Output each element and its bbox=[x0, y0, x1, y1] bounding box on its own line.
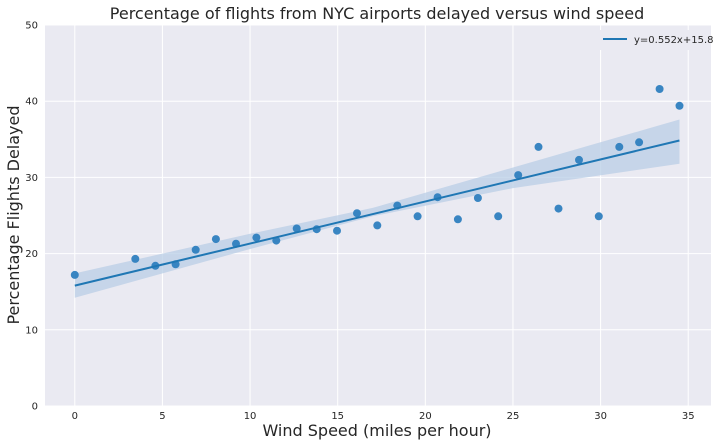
legend-label: y=0.552x+15.8 bbox=[634, 35, 714, 46]
data-point bbox=[594, 212, 603, 221]
data-point bbox=[453, 215, 462, 224]
y-tick-label: 50 bbox=[25, 21, 38, 32]
confidence-band bbox=[74, 119, 680, 298]
data-point bbox=[554, 204, 563, 213]
data-point bbox=[615, 142, 624, 151]
data-point bbox=[473, 194, 482, 202]
y-tick-label: 30 bbox=[25, 173, 38, 184]
x-tick-label: 30 bbox=[594, 411, 607, 422]
legend: y=0.552x+15.8 bbox=[596, 30, 714, 50]
chart-title: Percentage of flights from NYC airports … bbox=[110, 4, 644, 23]
x-tick-labels: 0 5 10 15 20 25 30 35 bbox=[72, 411, 695, 422]
data-point bbox=[211, 235, 220, 244]
x-tick-label: 35 bbox=[682, 411, 695, 422]
x-tick-label: 15 bbox=[331, 411, 344, 422]
regression-line bbox=[74, 139, 680, 287]
data-point bbox=[191, 245, 200, 254]
data-point bbox=[252, 233, 261, 242]
x-tick-label: 25 bbox=[507, 411, 520, 422]
data-point bbox=[514, 171, 523, 180]
x-tick-label: 10 bbox=[244, 411, 257, 422]
data-point bbox=[655, 85, 664, 93]
data-point bbox=[413, 212, 422, 221]
data-point bbox=[70, 270, 79, 279]
data-point bbox=[292, 224, 301, 233]
y-tick-label: 20 bbox=[25, 249, 38, 260]
data-point bbox=[494, 212, 503, 221]
y-tick-labels: 0 10 20 30 40 50 bbox=[25, 21, 38, 413]
data-point bbox=[373, 221, 382, 230]
y-axis-title: Percentage Flights Delayed bbox=[4, 105, 23, 324]
data-point bbox=[131, 254, 140, 263]
data-point bbox=[353, 209, 361, 218]
scatter-points bbox=[70, 85, 684, 279]
data-point bbox=[635, 138, 644, 147]
data-point bbox=[675, 101, 684, 110]
x-axis-title: Wind Speed (miles per hour) bbox=[262, 421, 491, 440]
grid-y bbox=[45, 24, 711, 407]
y-tick-label: 0 bbox=[32, 402, 38, 413]
data-point bbox=[534, 142, 543, 151]
y-tick-label: 40 bbox=[25, 97, 38, 108]
plot-area bbox=[45, 25, 711, 406]
x-tick-label: 0 bbox=[72, 411, 78, 422]
data-point bbox=[575, 155, 583, 164]
x-tick-label: 20 bbox=[419, 411, 432, 422]
y-tick-label: 10 bbox=[25, 325, 38, 336]
x-tick-label: 5 bbox=[159, 411, 165, 422]
data-point bbox=[333, 226, 341, 235]
legend-box bbox=[596, 30, 706, 50]
